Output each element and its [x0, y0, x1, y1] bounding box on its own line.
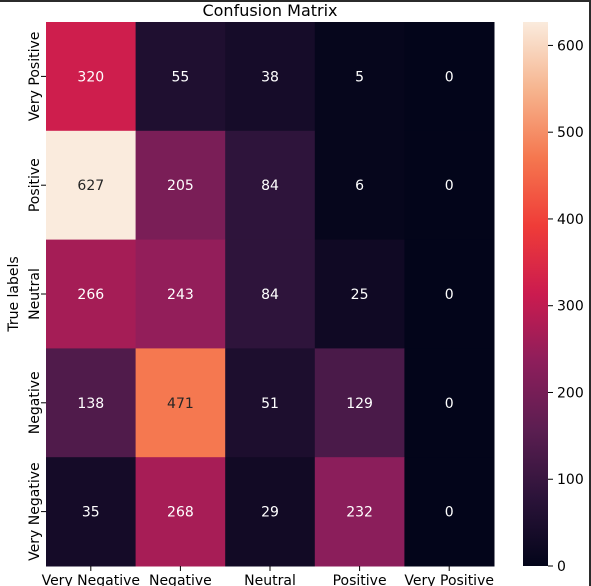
heatmap-cell-label: 55	[171, 69, 189, 85]
heatmap-cell	[314, 130, 405, 241]
heatmap-cell	[225, 239, 316, 349]
heatmap-cell-label: 35	[82, 505, 100, 521]
heatmap-cell-label: 0	[445, 69, 454, 85]
heatmap-cell-label: 6	[355, 178, 364, 194]
heatmap-cell	[314, 457, 405, 567]
y-tick-label: Very Positive	[27, 32, 43, 122]
heatmap-cell	[46, 22, 137, 132]
heatmap-cell	[404, 457, 495, 567]
colorbar-tick-label: 600	[557, 38, 584, 54]
heatmap-cell	[404, 130, 495, 241]
heatmap-cell	[135, 348, 226, 458]
heatmap-cell	[225, 348, 316, 458]
colorbar	[523, 22, 548, 566]
x-tick-label: Very Negative	[42, 573, 140, 586]
x-tick-label: Negative	[149, 573, 212, 586]
heatmap-cell-label: 205	[167, 178, 194, 194]
y-axis-label: True labels	[6, 256, 22, 332]
window-top-border	[0, 0, 591, 2]
heatmap-cell	[135, 130, 226, 241]
colorbar-tick-label: 0	[557, 559, 566, 575]
heatmap-cell-label: 25	[351, 287, 369, 303]
heatmap-cell	[135, 239, 226, 349]
heatmap-cell-label: 471	[167, 396, 194, 412]
heatmap-cell-label: 5	[355, 69, 364, 85]
heatmap-cells	[46, 22, 495, 567]
window-right-border	[589, 0, 591, 586]
heatmap-cell	[225, 130, 316, 241]
y-tick-label: Negative	[27, 371, 43, 434]
heatmap-cell	[46, 130, 137, 241]
colorbar-ticks: 0 100 200 300 400 500 600	[548, 38, 584, 575]
heatmap-cell	[404, 239, 495, 349]
heatmap-cell-label: 84	[261, 178, 279, 194]
x-axis-ticks: Very Negative Negative Neutral Positive Very…	[42, 566, 494, 586]
heatmap-cell-label: 138	[77, 396, 104, 412]
heatmap-cell	[135, 457, 226, 567]
heatmap-cell-label: 320	[77, 69, 104, 85]
colorbar-tick-label: 500	[557, 125, 584, 141]
heatmap-cell-label: 266	[77, 287, 104, 303]
heatmap-cell-label: 0	[445, 505, 454, 521]
y-axis-ticks: Very Positive Positive Neutral Negative Very…	[27, 32, 46, 561]
heatmap-cell	[135, 22, 226, 132]
heatmap-cell-labels: 320 55 38 5 0 627 205 84 6 0 266 243 84 25 0 138 471 51 12…	[77, 69, 453, 520]
heatmap-cell-label: 0	[445, 396, 454, 412]
heatmap-cell	[225, 22, 316, 132]
heatmap-cell	[314, 239, 405, 349]
chart-title: Confusion Matrix	[202, 1, 337, 20]
heatmap-cell-label: 0	[445, 287, 454, 303]
colorbar-tick-label: 200	[557, 385, 584, 401]
x-tick-label: Positive	[333, 573, 387, 586]
colorbar-tick-label: 400	[557, 212, 584, 228]
heatmap-cell-label: 243	[167, 287, 194, 303]
heatmap-cell-label: 627	[77, 178, 104, 194]
heatmap-cell	[46, 239, 137, 349]
heatmap-cell-label: 84	[261, 287, 279, 303]
y-tick-label: Positive	[27, 158, 43, 212]
heatmap-cell	[314, 348, 405, 458]
heatmap-cell	[46, 457, 137, 567]
heatmap-cell-label: 232	[346, 505, 373, 521]
heatmap-cell-label: 129	[346, 396, 373, 412]
heatmap-cell	[46, 348, 137, 458]
heatmap-cell	[314, 22, 405, 132]
heatmap-cell	[225, 457, 316, 567]
heatmap-cell-label: 29	[261, 505, 279, 521]
heatmap-cell-label: 0	[445, 178, 454, 194]
y-tick-label: Neutral	[27, 268, 43, 320]
heatmap-cell	[404, 22, 495, 132]
heatmap-cell-label: 38	[261, 69, 279, 85]
heatmap-cell-label: 268	[167, 505, 194, 521]
x-tick-label: Very Positive	[404, 573, 494, 586]
heatmap-cell-label: 51	[261, 396, 279, 412]
heatmap-cell	[404, 348, 495, 458]
colorbar-tick-label: 300	[557, 299, 584, 315]
y-tick-label: Very Negative	[27, 462, 43, 560]
colorbar-tick-label: 100	[557, 472, 584, 488]
x-tick-label: Neutral	[244, 573, 296, 586]
